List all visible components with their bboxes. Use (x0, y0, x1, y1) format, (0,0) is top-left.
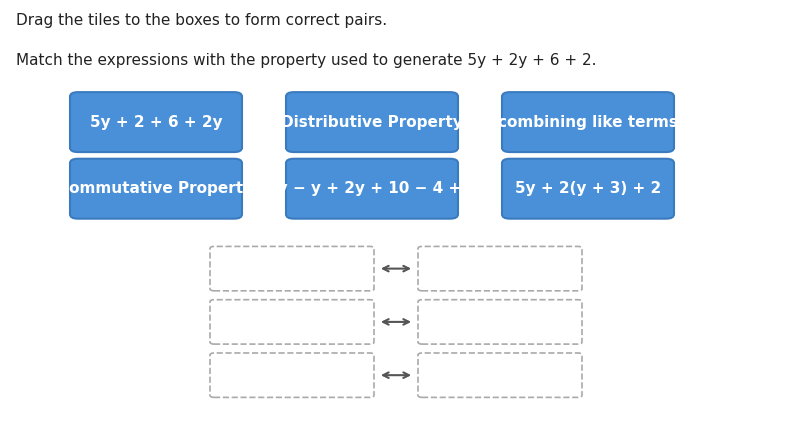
FancyBboxPatch shape (70, 159, 242, 219)
FancyBboxPatch shape (418, 300, 582, 344)
FancyBboxPatch shape (70, 92, 242, 152)
Text: combining like terms: combining like terms (498, 115, 678, 130)
FancyBboxPatch shape (286, 159, 458, 219)
FancyBboxPatch shape (210, 353, 374, 397)
FancyBboxPatch shape (418, 353, 582, 397)
FancyBboxPatch shape (502, 92, 674, 152)
Text: 5y + 2 + 6 + 2y: 5y + 2 + 6 + 2y (90, 115, 222, 130)
Text: 5y + 2(y + 3) + 2: 5y + 2(y + 3) + 2 (515, 181, 661, 196)
FancyBboxPatch shape (210, 300, 374, 344)
Text: 6y − y + 2y + 10 − 4 + 2: 6y − y + 2y + 10 − 4 + 2 (267, 181, 477, 196)
FancyBboxPatch shape (502, 159, 674, 219)
Text: Distributive Property: Distributive Property (281, 115, 463, 130)
Text: Drag the tiles to the boxes to form correct pairs.: Drag the tiles to the boxes to form corr… (16, 13, 387, 28)
FancyBboxPatch shape (418, 246, 582, 291)
FancyBboxPatch shape (286, 92, 458, 152)
Text: Commutative Property: Commutative Property (58, 181, 254, 196)
FancyBboxPatch shape (210, 246, 374, 291)
Text: Match the expressions with the property used to generate 5y + 2y + 6 + 2.: Match the expressions with the property … (16, 53, 597, 68)
